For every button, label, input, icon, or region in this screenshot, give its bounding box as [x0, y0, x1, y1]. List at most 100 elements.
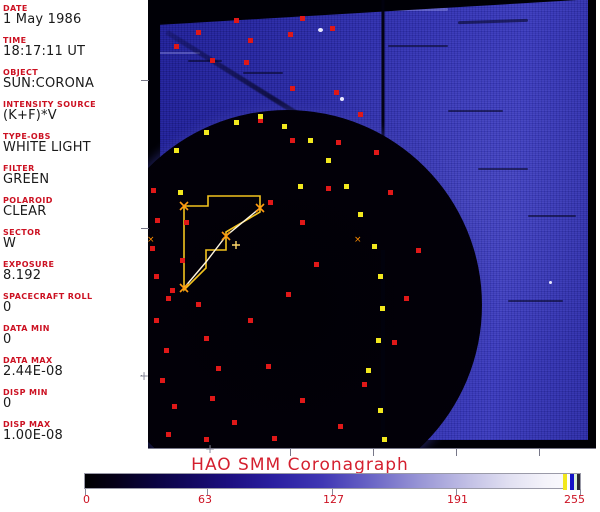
image-streak	[188, 60, 222, 62]
bright-point	[318, 28, 323, 32]
marker-dot	[300, 398, 305, 403]
marker-dot	[288, 32, 293, 37]
marker-dot	[372, 244, 377, 249]
image-streak	[388, 45, 448, 47]
colorbar[interactable]: 0 63 127 191 255	[83, 473, 596, 506]
marker-dot	[166, 296, 171, 301]
metadata-label: DISP MIN	[3, 388, 48, 397]
marker-dot	[392, 340, 397, 345]
marker-dot	[210, 396, 215, 401]
marker-dot	[378, 274, 383, 279]
marker-dot	[166, 432, 171, 437]
metadata-value: W	[3, 236, 17, 251]
marker-dot	[174, 44, 179, 49]
image-streak	[478, 168, 528, 170]
colorbar-tick	[456, 489, 457, 495]
metadata-field: POLAROID CLEAR	[3, 196, 148, 219]
marker-dot	[174, 148, 179, 153]
bright-point	[549, 281, 552, 284]
marker-dot	[336, 140, 341, 145]
axis-tick-bottom	[373, 449, 374, 456]
marker-dot	[378, 408, 383, 413]
metadata-value: 18:17:11 UT	[3, 44, 86, 59]
marker-dot	[204, 130, 209, 135]
marker-dot	[150, 246, 155, 251]
coronagraph-image[interactable]: × ×	[148, 0, 596, 448]
marker-dot	[416, 248, 421, 253]
colorbar-tick	[85, 489, 86, 495]
metadata-label: OBJECT	[3, 68, 39, 77]
metadata-label: DATE	[3, 4, 28, 13]
marker-dot	[258, 118, 263, 123]
metadata-value: WHITE LIGHT	[3, 140, 91, 155]
bright-point	[340, 97, 344, 101]
colorbar-tick	[580, 489, 581, 495]
marker-dot	[380, 306, 385, 311]
x-marker: ×	[354, 235, 362, 245]
feature-polygon	[183, 195, 261, 292]
marker-dot	[248, 38, 253, 43]
sky-vignette-left	[148, 0, 160, 196]
marker-dot	[204, 437, 209, 442]
marker-dot	[210, 58, 215, 63]
marker-dot	[358, 112, 363, 117]
colorbar-tick-label: 255	[564, 493, 585, 506]
metadata-value: 2.44E-08	[3, 364, 63, 379]
image-streak	[448, 110, 503, 112]
marker-dot	[300, 16, 305, 21]
colorbar-tick-label: 63	[198, 493, 212, 506]
marker-dot	[300, 220, 305, 225]
metadata-sidebar: DATE 1 May 1986 TIME 18:17:11 UT OBJECT SUN:C…	[0, 0, 148, 450]
colorbar-stripe-yellow	[563, 474, 567, 490]
marker-dot	[196, 302, 201, 307]
page-title: HAO SMM Coronagraph	[191, 455, 409, 475]
marker-dot	[178, 190, 183, 195]
metadata-value: 1.00E-08	[3, 428, 63, 443]
marker-dot	[234, 120, 239, 125]
marker-dot	[286, 292, 291, 297]
metadata-field: INTENSITY SOURCE (K+F)*V	[3, 100, 148, 123]
image-streak	[508, 300, 563, 302]
marker-dot	[184, 220, 189, 225]
axis-plus-marker-bottom: +	[205, 442, 216, 456]
image-bright-streak	[154, 52, 200, 54]
metadata-field: DISP MIN 0	[3, 388, 148, 411]
sky-vignette-right	[588, 0, 596, 448]
marker-dot	[248, 318, 253, 323]
marker-dot	[290, 138, 295, 143]
marker-dot	[232, 420, 237, 425]
marker-dot	[330, 26, 335, 31]
marker-dot	[382, 437, 387, 442]
marker-dot	[204, 336, 209, 341]
metadata-field: EXPOSURE 8.192	[3, 260, 148, 283]
marker-dot	[170, 288, 175, 293]
marker-dot	[155, 218, 160, 223]
axis-baseline	[148, 448, 596, 449]
metadata-label: TYPE-OBS	[3, 132, 51, 141]
metadata-label: FILTER	[3, 164, 35, 173]
feature-diagonal-line	[183, 207, 261, 289]
metadata-value: (K+F)*V	[3, 108, 57, 123]
metadata-label: DATA MAX	[3, 356, 53, 365]
colorbar-ticks	[84, 489, 596, 495]
metadata-field: OBJECT SUN:CORONA	[3, 68, 148, 91]
marker-dot	[266, 364, 271, 369]
axis-tick-bottom	[456, 449, 457, 456]
marker-dot	[154, 318, 159, 323]
marker-dot	[282, 124, 287, 129]
metadata-field: FILTER GREEN	[3, 164, 148, 187]
marker-dot	[376, 338, 381, 343]
axis-plus-marker-left: +	[139, 369, 150, 383]
marker-dot	[172, 404, 177, 409]
feature-center-cross	[232, 241, 240, 249]
colorbar-stripe-pale-green	[574, 474, 577, 490]
metadata-value: SUN:CORONA	[3, 76, 95, 91]
marker-dot	[366, 368, 371, 373]
marker-dot	[154, 274, 159, 279]
axis-tick-bottom	[539, 449, 540, 456]
marker-dot	[234, 18, 239, 23]
colorbar-tick	[207, 489, 208, 495]
marker-dot	[326, 186, 331, 191]
image-streak	[243, 72, 283, 74]
metadata-label: DATA MIN	[3, 324, 50, 333]
